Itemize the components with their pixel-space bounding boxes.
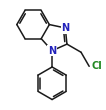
- Text: N: N: [61, 23, 69, 33]
- Text: N: N: [48, 46, 56, 56]
- Text: Cl: Cl: [91, 61, 102, 71]
